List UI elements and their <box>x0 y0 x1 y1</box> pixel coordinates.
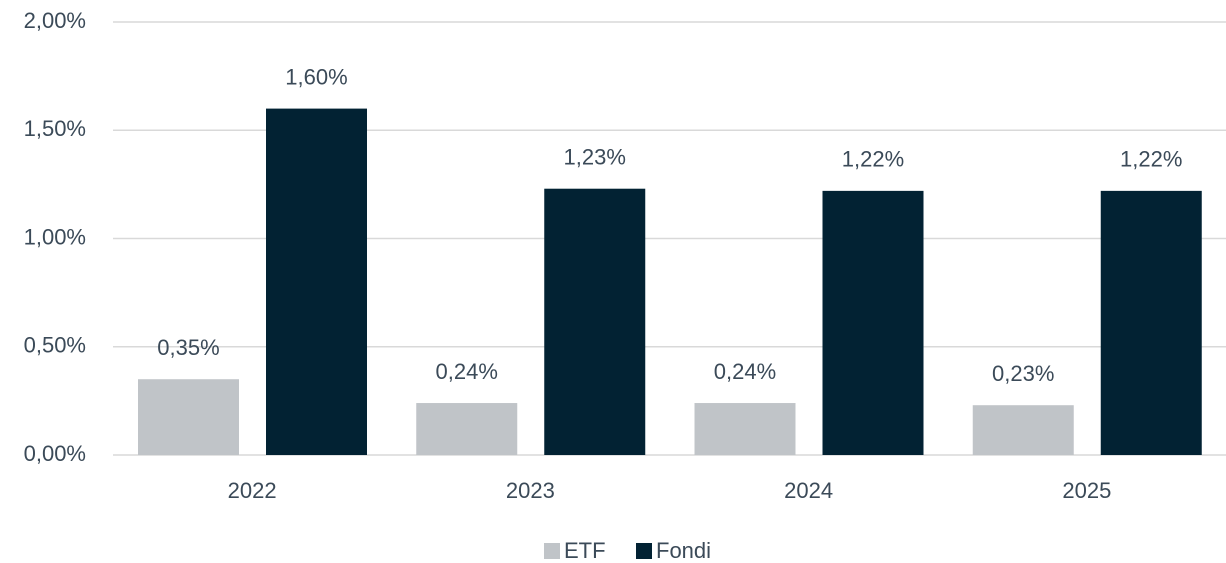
bar <box>416 403 518 455</box>
bar <box>266 108 367 455</box>
legend-swatch <box>636 543 652 559</box>
y-tick-label: 0,50% <box>24 333 86 358</box>
y-tick-label: 1,50% <box>24 116 86 141</box>
value-label: 1,23% <box>564 145 626 170</box>
x-tick-label: 2024 <box>784 478 833 503</box>
value-label: 0,35% <box>157 335 219 360</box>
bar <box>544 188 646 455</box>
bar <box>138 379 239 455</box>
legend-swatch <box>544 543 560 559</box>
value-label: 0,24% <box>714 359 776 384</box>
y-tick-label: 1,00% <box>24 224 86 249</box>
value-label: 1,22% <box>1120 147 1182 172</box>
value-label: 0,23% <box>992 361 1054 386</box>
bar <box>1100 190 1202 455</box>
y-tick-label: 0,00% <box>24 441 86 466</box>
value-label: 1,60% <box>285 64 347 89</box>
bar <box>694 403 796 455</box>
value-label: 1,22% <box>842 147 904 172</box>
bar <box>972 405 1074 455</box>
x-tick-label: 2022 <box>228 478 277 503</box>
y-tick-label: 2,00% <box>24 8 86 33</box>
legend-label: ETF <box>564 538 606 563</box>
x-tick-label: 2023 <box>506 478 555 503</box>
value-label: 0,24% <box>436 359 498 384</box>
x-tick-label: 2025 <box>1062 478 1111 503</box>
bar <box>822 190 924 455</box>
legend-label: Fondi <box>656 538 711 563</box>
